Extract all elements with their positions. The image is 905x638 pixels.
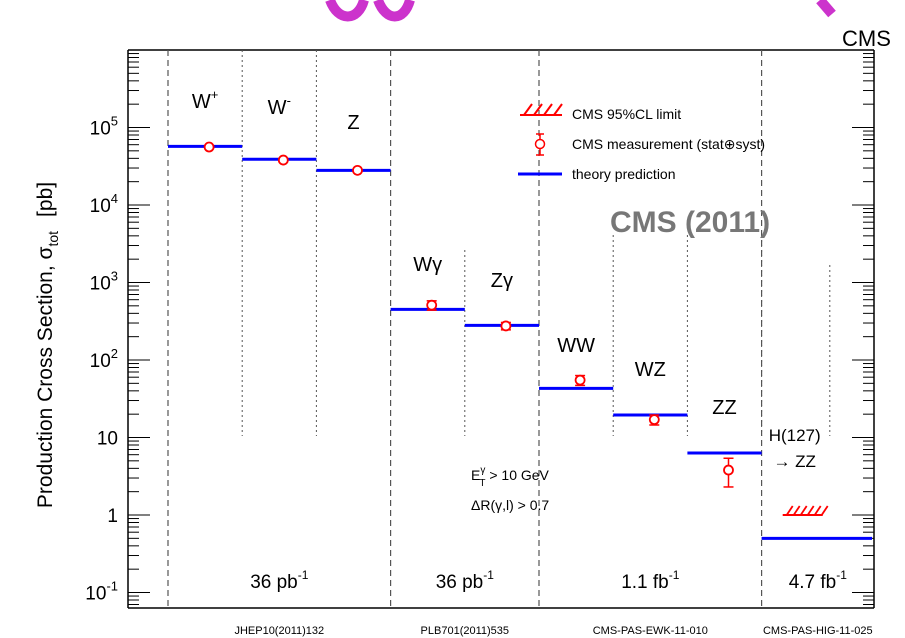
dr-cut-label: ΔR(γ,l) > 0.7 xyxy=(471,497,549,513)
process-label-line2: → ZZ xyxy=(773,452,816,471)
luminosity-label: 36 pb-1 xyxy=(436,568,495,593)
measurement-point xyxy=(574,374,586,386)
luminosity-label: 36 pb-1 xyxy=(250,568,309,593)
reference-label: PLB701(2011)535 xyxy=(421,625,509,637)
banner-fragment-right xyxy=(816,0,836,18)
process-labels: W+ W- Z Wγ Zγ WW WZ ZZ H(127) → ZZ xyxy=(192,87,821,471)
measurement-point xyxy=(648,414,660,426)
luminosity-labels: 36 pb-1 JHEP10(2011)132 36 pb-1 PLB701(2011… xyxy=(234,568,872,637)
top-banner-svg xyxy=(325,0,836,22)
limit-hatch xyxy=(820,505,829,516)
limit-hatch xyxy=(792,505,801,516)
measurement-point xyxy=(277,154,289,166)
measurement-point xyxy=(203,141,215,153)
y-tick-label: 10 xyxy=(97,429,118,450)
cms-corner-label: CMS xyxy=(842,26,891,51)
legend-measurement-swatch xyxy=(534,133,546,156)
banner-fragment-left xyxy=(325,0,369,22)
legend-measurement-label: CMS measurement (stat⊕syst) xyxy=(572,136,765,152)
legend: CMS 95%CL limit CMS measurement (stat⊕sy… xyxy=(518,103,765,182)
process-label: ZZ xyxy=(712,397,736,419)
separator-lines xyxy=(167,50,831,608)
limit-hatch xyxy=(813,505,822,516)
watermark-text: CMS (2011) xyxy=(610,206,770,239)
y-tick-label: 10-1 xyxy=(85,579,118,605)
limit-hatch xyxy=(785,505,794,516)
measurement-point xyxy=(426,299,438,311)
process-label: WW xyxy=(557,335,595,357)
measurement-point xyxy=(352,164,363,176)
measurement-points xyxy=(203,141,829,516)
y-tick-label: 1 xyxy=(107,506,118,527)
limit-hatch xyxy=(806,505,815,516)
reference-label: CMS-PAS-HIG-11-025 xyxy=(763,625,873,637)
legend-theory-label: theory prediction xyxy=(572,166,676,182)
et-cut-label: Eγ T > 10 GeV xyxy=(471,465,550,489)
banner-fragment-mid xyxy=(373,0,415,22)
process-label: WZ xyxy=(635,359,666,381)
luminosity-label: 1.1 fb-1 xyxy=(621,568,680,593)
y-tick-label: 103 xyxy=(90,269,118,295)
process-label: Zγ xyxy=(491,270,513,292)
measurement-point xyxy=(723,464,734,476)
y-tick-label: 104 xyxy=(90,191,118,217)
process-label: W+ xyxy=(192,87,218,113)
top-banner xyxy=(0,0,905,40)
luminosity-label: 4.7 fb-1 xyxy=(789,568,848,593)
y-tick-label: 102 xyxy=(90,346,118,372)
reference-label: CMS-PAS-EWK-11-010 xyxy=(593,625,708,637)
process-label: W- xyxy=(268,93,291,119)
legend-limit-label: CMS 95%CL limit xyxy=(572,106,681,122)
kinematic-cuts: Eγ T > 10 GeV ΔR(γ,l) > 0.7 xyxy=(471,465,550,513)
limit-hatch xyxy=(799,505,808,516)
process-label: H(127) xyxy=(769,426,821,445)
reference-label: JHEP10(2011)132 xyxy=(234,625,324,637)
measurement-point xyxy=(500,320,512,332)
legend-limit-swatch xyxy=(520,103,563,116)
process-label: Z xyxy=(347,112,359,134)
process-label: Wγ xyxy=(413,254,442,276)
y-tick-label: 105 xyxy=(90,114,118,140)
y-axis-label: Production Cross Section, σtot[pb] xyxy=(34,182,61,508)
y-axis-ticks: 10-1 1 10 102 103 104 105 xyxy=(85,49,874,606)
